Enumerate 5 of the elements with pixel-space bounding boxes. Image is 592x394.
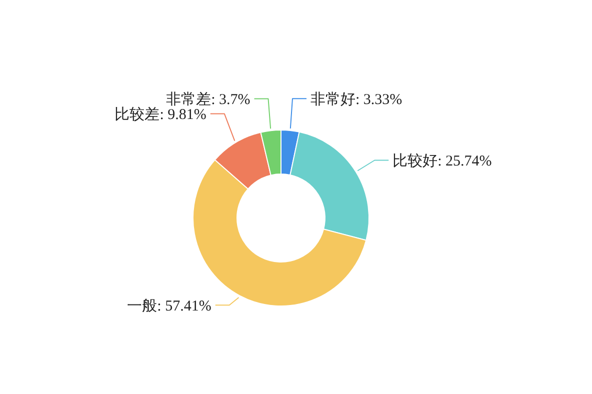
slice-label: 非常好: 3.33% (310, 90, 402, 108)
slice-label: 比较差: 9.81% (114, 106, 206, 123)
slice-label: 非常差: 3.7% (166, 90, 250, 108)
slice-label: 比较好: 25.74% (392, 152, 492, 170)
slice-label: 一般: 57.41% (127, 298, 212, 314)
